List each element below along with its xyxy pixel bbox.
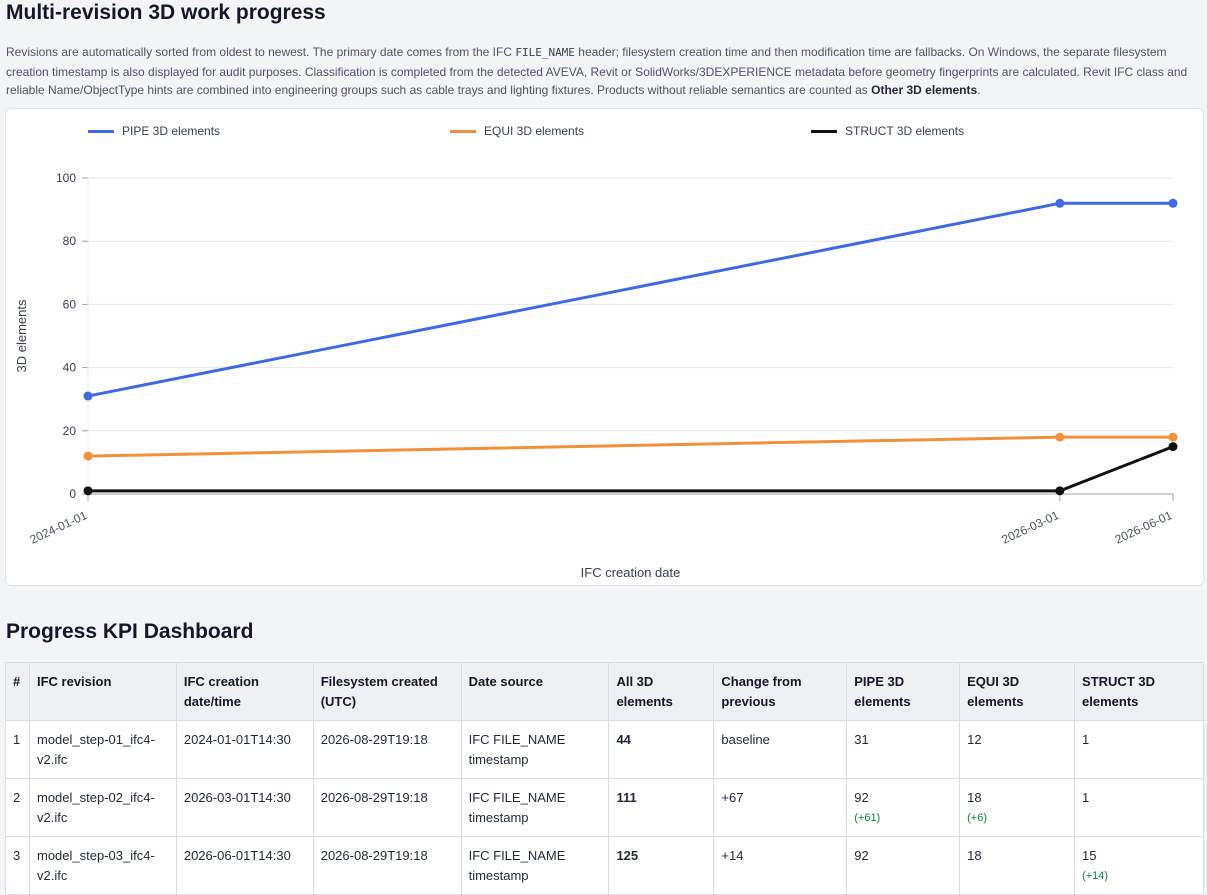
table-row: 1 model_step-01_ifc4-v2.ifc 2024-01-01T1…	[5, 720, 1204, 779]
table-row: 2 model_step-02_ifc4-v2.ifc 2026-03-01T1…	[5, 778, 1204, 837]
data-point	[1168, 442, 1178, 452]
row-index: 2	[5, 778, 30, 837]
data-point	[83, 486, 93, 496]
ifc-creation-date: 2026-03-01T14:30	[175, 778, 314, 837]
struct-cell: 15 (+14)	[1074, 836, 1204, 895]
equi-delta: (+6)	[967, 812, 988, 824]
date-source: IFC FILE_NAME timestamp	[460, 720, 610, 779]
change-from-previous: +14	[713, 836, 848, 895]
struct-cell: 1	[1074, 778, 1204, 837]
ifc-creation-date: 2026-06-01T14:30	[175, 836, 314, 895]
description-code: FILE_NAME	[515, 46, 575, 59]
struct-value: 1	[1082, 732, 1090, 747]
equi-value: 18	[967, 848, 982, 863]
data-point	[83, 391, 93, 401]
data-point	[1168, 432, 1178, 442]
pipe-cell: 92 (+61)	[846, 778, 961, 837]
legend-label-equi: EQUI 3D elements	[484, 124, 585, 138]
legend-item-equi[interactable]: EQUI 3D elements	[450, 123, 584, 139]
kpi-dashboard-title: Progress KPI Dashboard	[6, 620, 254, 643]
description-bold: Other 3D elements	[871, 83, 978, 97]
y-tick-label: 80	[63, 234, 77, 248]
column-header: PIPE 3D elements	[846, 662, 961, 721]
legend-item-pipe[interactable]: PIPE 3D elements	[88, 123, 220, 139]
y-tick-label: 100	[56, 171, 76, 185]
x-tick-label: 2024-01-01	[28, 508, 90, 547]
equi-cell: 18 (+6)	[959, 778, 1076, 837]
date-source: IFC FILE_NAME timestamp	[460, 778, 610, 837]
pipe-value: 92	[854, 790, 869, 805]
all-3d-elements: 44	[608, 720, 715, 779]
legend-label-struct: STRUCT 3D elements	[845, 124, 965, 138]
description-text-1: Revisions are automatically sorted from …	[6, 45, 516, 59]
y-tick-label: 20	[63, 424, 77, 438]
equi-value: 12	[967, 732, 982, 747]
data-point	[1168, 198, 1178, 208]
equi-value: 18	[967, 790, 982, 805]
page-title: Multi-revision 3D work progress	[6, 1, 326, 24]
revision-name: model_step-01_ifc4-v2.ifc	[28, 720, 177, 779]
legend-label-pipe: PIPE 3D elements	[122, 124, 221, 138]
column-header: #	[5, 662, 30, 721]
data-point	[1055, 432, 1065, 442]
equi-cell: 12	[959, 720, 1076, 779]
all-3d-elements: 125	[608, 836, 715, 895]
chart-description: Revisions are automatically sorted from …	[6, 43, 1204, 100]
filesystem-created: 2026-08-29T19:18	[312, 778, 462, 837]
description-text-3: .	[977, 83, 981, 97]
filesystem-created: 2026-08-29T19:18	[312, 720, 462, 779]
data-point	[1055, 198, 1065, 208]
revision-name: model_step-02_ifc4-v2.ifc	[28, 778, 177, 837]
description-text-2: header; filesystem creation time and the…	[6, 45, 1188, 97]
column-header: Filesystem created (UTC)	[312, 662, 462, 721]
legend-item-struct[interactable]: STRUCT 3D elements	[811, 123, 964, 139]
pipe-cell: 92	[846, 836, 961, 895]
pipe-value: 31	[854, 732, 869, 747]
column-header: Change from previous	[713, 662, 848, 721]
struct-value: 1	[1082, 790, 1090, 805]
change-from-previous: baseline	[713, 720, 848, 779]
data-point	[1055, 486, 1065, 496]
struct-delta: (+14)	[1082, 870, 1109, 882]
series-line-1	[86, 435, 1175, 458]
table-row: 3 model_step-03_ifc4-v2.ifc 2026-06-01T1…	[5, 836, 1204, 895]
y-tick-label: 0	[69, 487, 76, 501]
ifc-creation-date: 2024-01-01T14:30	[175, 720, 314, 779]
column-header: EQUI 3D elements	[959, 662, 1076, 721]
y-tick-label: 60	[63, 297, 77, 311]
legend-swatch-equi	[450, 129, 476, 133]
column-header: IFC revision	[28, 662, 177, 721]
x-axis-title: IFC creation date	[581, 565, 681, 580]
data-point	[83, 451, 93, 461]
y-tick-label: 40	[63, 361, 77, 375]
row-index: 1	[5, 720, 30, 779]
column-header: IFC creation date/time	[175, 662, 314, 721]
all-3d-elements: 111	[608, 778, 715, 837]
line-chart: 0 20 40 60 80 100 2024-01-01 2026-03-01 2026-06-…	[14, 171, 1178, 580]
pipe-delta: (+61)	[854, 812, 881, 824]
row-index: 3	[5, 836, 30, 895]
struct-value: 15	[1082, 848, 1097, 863]
x-tick-label: 2026-06-01	[1113, 508, 1175, 547]
table-header-row: # IFC revision IFC creation date/time Fi…	[5, 662, 1204, 721]
revision-name: model_step-03_ifc4-v2.ifc	[28, 836, 177, 895]
legend-swatch-pipe	[88, 129, 114, 133]
chart-card: PIPE 3D elements EQUI 3D elements STRUCT…	[5, 108, 1204, 586]
legend-swatch-struct	[811, 129, 837, 133]
y-axis-title: 3D elements	[14, 299, 29, 372]
x-tick-label: 2026-03-01	[1000, 508, 1062, 547]
column-header: STRUCT 3D elements	[1074, 662, 1204, 721]
pipe-value: 92	[854, 848, 869, 863]
column-header: Date source	[460, 662, 610, 721]
pipe-cell: 31	[846, 720, 961, 779]
equi-cell: 18	[959, 836, 1076, 895]
date-source: IFC FILE_NAME timestamp	[460, 836, 610, 895]
struct-cell: 1	[1074, 720, 1204, 779]
change-from-previous: +67	[713, 778, 848, 837]
filesystem-created: 2026-08-29T19:18	[312, 836, 462, 895]
column-header: All 3D elements	[608, 662, 715, 721]
kpi-table: # IFC revision IFC creation date/time Fi…	[5, 662, 1204, 895]
